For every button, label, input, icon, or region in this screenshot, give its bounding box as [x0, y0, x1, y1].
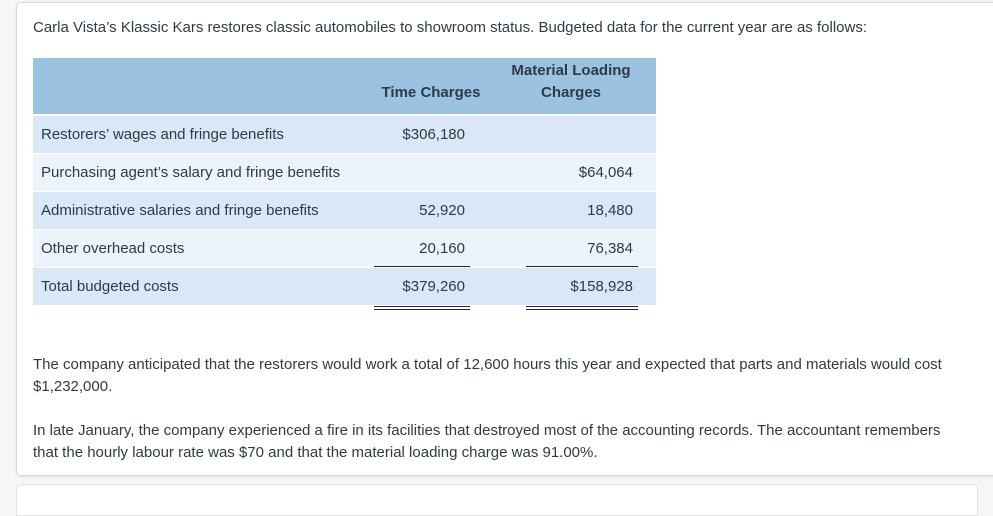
header-material-charges: Material Loading Charges: [511, 58, 638, 114]
gap-cell: [470, 268, 526, 305]
table-total-row: Total budgeted costs $379,260 $158,928: [33, 268, 656, 310]
gap-cell: [470, 154, 526, 191]
table-row: Other overhead costs 20,160 76,384: [33, 230, 656, 267]
header-pad-cell: [638, 58, 656, 114]
material-charges-value: 18,480: [587, 202, 633, 219]
material-charges-value: $64,064: [578, 164, 633, 181]
row-label: Total budgeted costs: [41, 278, 179, 295]
material-charges-value: [526, 116, 638, 153]
table-header-row: Time Charges Material Loading Charges: [33, 58, 656, 114]
intro-paragraph: Carla Vista’s Klassic Kars restores clas…: [33, 19, 867, 36]
pad-cell: [638, 230, 656, 267]
material-charges-value: 76,384: [526, 230, 638, 267]
row-label: Purchasing agent’s salary and fringe ben…: [41, 164, 341, 181]
next-section-card: [16, 484, 978, 516]
gap-cell: [470, 116, 526, 153]
hours-paragraph: The company anticipated that the restore…: [33, 356, 942, 395]
row-label: Administrative salaries and fringe benef…: [41, 202, 319, 219]
pad-cell: [638, 116, 656, 153]
gap-cell: [470, 192, 526, 229]
fire-paragraph: In late January, the company experienced…: [33, 422, 941, 461]
row-label: Restorers’ wages and fringe benefits: [41, 126, 284, 143]
header-time-charges-label: Time Charges: [381, 84, 481, 101]
header-label-cell: [33, 58, 374, 114]
time-charges-total: $379,260: [374, 268, 470, 310]
gap-cell: [470, 230, 526, 267]
question-card: Carla Vista’s Klassic Kars restores clas…: [16, 2, 993, 476]
budget-table: Time Charges Material Loading Charges Re…: [33, 58, 656, 312]
row-label: Other overhead costs: [41, 240, 185, 257]
pad-cell: [638, 268, 656, 305]
header-material-charges-label: Material Loading Charges: [511, 62, 631, 101]
table-row: Administrative salaries and fringe benef…: [33, 192, 656, 229]
time-charges-value: [374, 154, 470, 191]
header-time-charges: Time Charges: [374, 58, 481, 114]
time-charges-value: 52,920: [419, 202, 465, 219]
time-charges-value: $306,180: [402, 126, 465, 143]
pad-cell: [638, 154, 656, 191]
time-charges-value: 20,160: [374, 230, 470, 267]
material-charges-total: $158,928: [526, 268, 638, 310]
table-row: Restorers’ wages and fringe benefits $30…: [33, 116, 656, 153]
table-row: Purchasing agent’s salary and fringe ben…: [33, 154, 656, 191]
pad-cell: [638, 192, 656, 229]
